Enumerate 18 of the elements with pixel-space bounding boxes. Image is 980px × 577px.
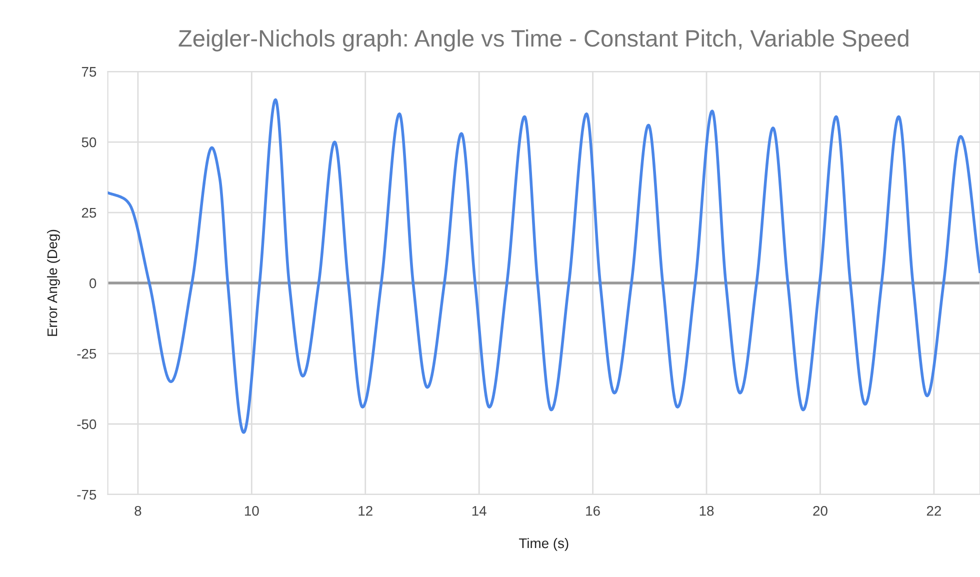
x-tick-label: 14	[472, 506, 486, 516]
x-tick-label: 22	[926, 506, 941, 516]
x-tick-label: 8	[134, 506, 142, 516]
x-tick-label: 20	[813, 506, 828, 516]
x-tick-label: 16	[586, 506, 600, 516]
x-axis-title: Time (s)	[519, 538, 568, 551]
y-tick-label: -25	[77, 348, 96, 359]
x-tick-label: 12	[358, 506, 372, 516]
y-tick-label: 50	[82, 137, 96, 148]
x-tick-label: 10	[244, 506, 259, 516]
y-tick-label: 75	[82, 67, 96, 77]
y-axis-title: Error Angle (Deg)	[47, 230, 60, 336]
x-tick-label: 18	[700, 506, 714, 516]
y-tick-label: 25	[82, 208, 96, 218]
chart-title: Zeigler-Nichols graph: Angle vs Time - Constant Pitch, Variable Speed	[178, 29, 908, 52]
y-tick-label: 0	[90, 278, 96, 288]
y-tick-label: -75	[77, 490, 96, 500]
y-tick-label: -50	[77, 419, 96, 430]
